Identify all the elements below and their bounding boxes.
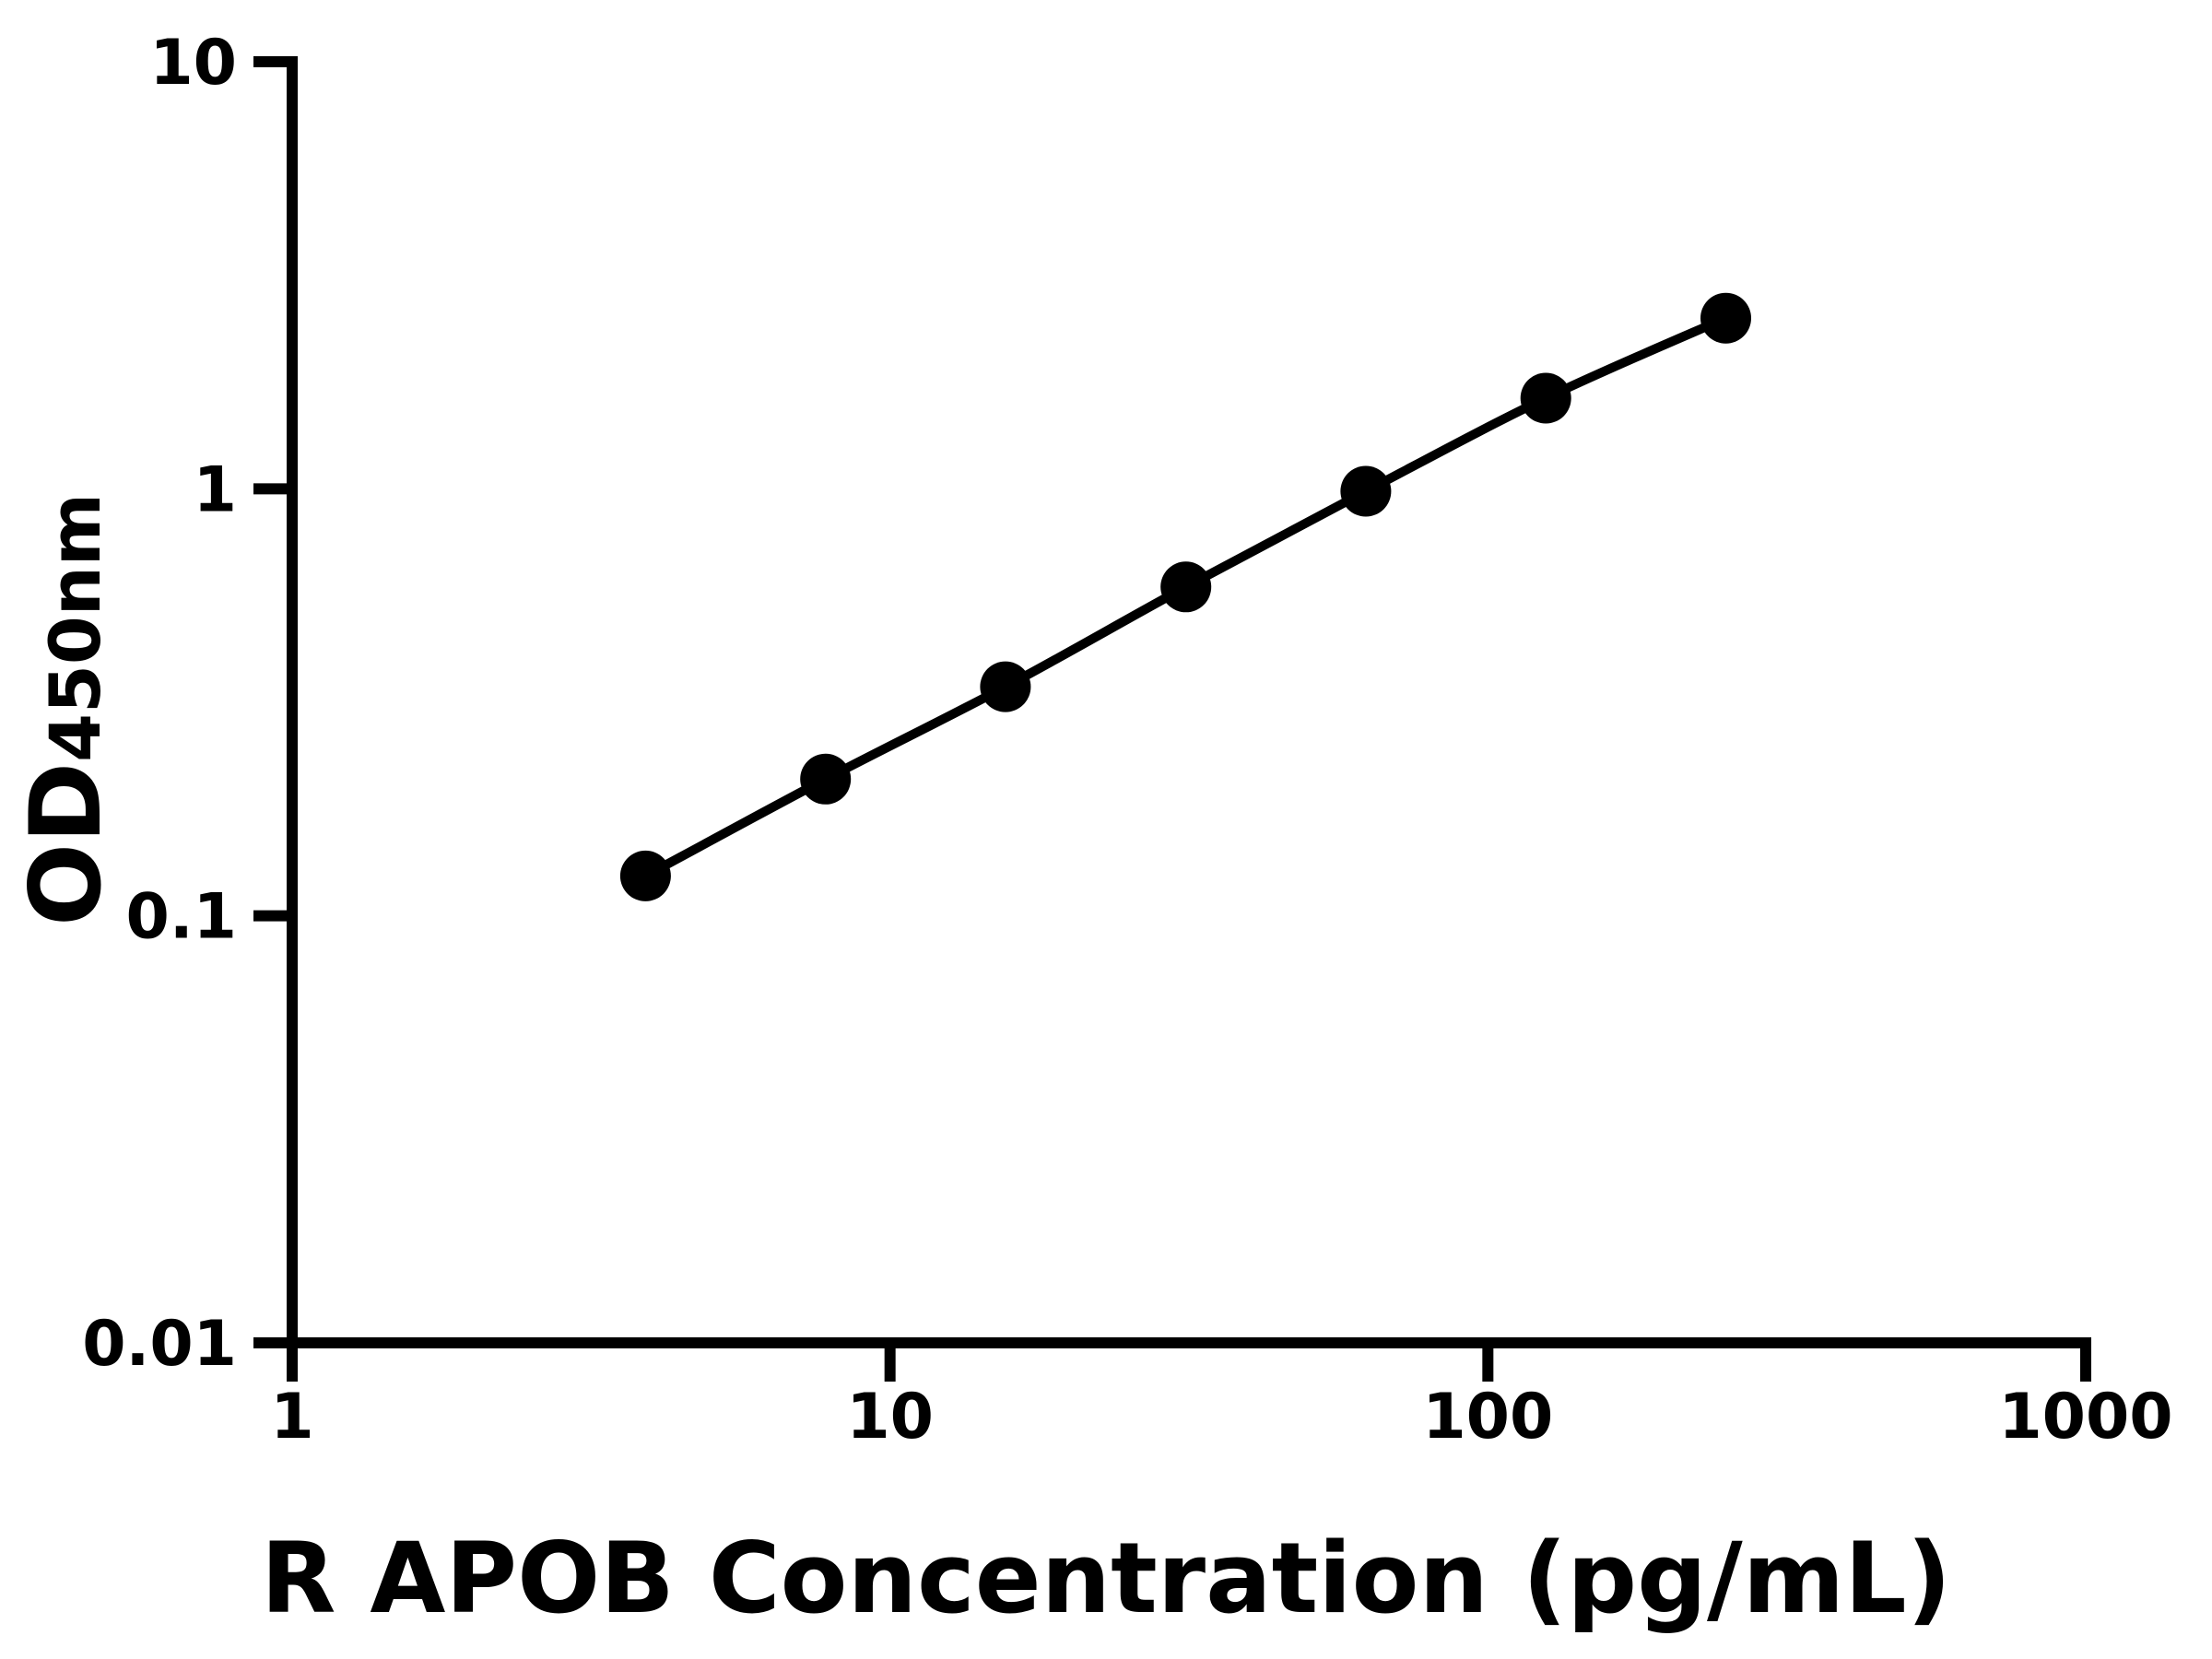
data-point (1340, 465, 1392, 517)
y-tick-label: 10 (149, 27, 237, 100)
data-point (619, 850, 671, 901)
data-point (800, 753, 852, 805)
data-point (1160, 561, 1212, 613)
x-axis-title: R APOB Concentration (pg/mL) (260, 1522, 1952, 1635)
x-tick-label: 100 (1422, 1381, 1553, 1453)
y-axis-title: OD 450nm (9, 492, 123, 927)
x-tick-label: 10 (846, 1381, 934, 1453)
y-axis-title-sub: 450nm (34, 492, 116, 762)
x-tick-label: 1000 (1998, 1381, 2172, 1453)
axis-ticks (253, 56, 2091, 1382)
y-tick-label: 1 (194, 453, 237, 526)
data-point (980, 661, 1031, 712)
y-tick-label: 0.01 (82, 1308, 237, 1381)
axes (287, 56, 2091, 1348)
x-tick-label: 1 (270, 1381, 313, 1453)
data-series (619, 292, 1751, 901)
data-point (1520, 372, 1571, 424)
y-axis-title-main: OD (9, 761, 123, 927)
data-point (1700, 292, 1751, 344)
axis-tick-labels: 10 1 0.1 0.01 1 10 100 1000 (82, 27, 2172, 1453)
y-tick-label: 0.1 (126, 881, 237, 954)
